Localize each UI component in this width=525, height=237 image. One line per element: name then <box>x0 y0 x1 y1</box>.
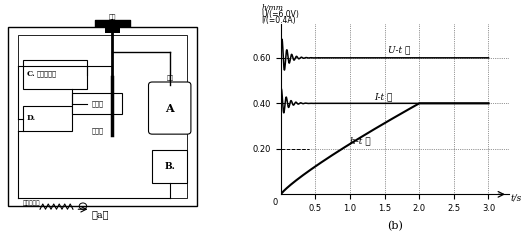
Bar <box>17 35 187 198</box>
Bar <box>23 106 72 131</box>
Bar <box>152 150 187 183</box>
Text: t/s: t/s <box>511 194 522 203</box>
Text: I-t 图: I-t 图 <box>374 92 393 101</box>
Bar <box>105 27 120 33</box>
Text: U-t 图: U-t 图 <box>388 46 411 55</box>
Text: 锤头: 锤头 <box>109 14 116 20</box>
Text: 齿条: 齿条 <box>166 75 173 81</box>
Text: C.: C. <box>26 70 35 78</box>
Text: h/mm: h/mm <box>261 4 284 12</box>
Bar <box>23 60 87 89</box>
Text: 0: 0 <box>272 198 278 207</box>
Text: A: A <box>165 103 174 114</box>
Bar <box>7 27 197 206</box>
Text: U/(=6.0V): U/(=6.0V) <box>261 10 299 19</box>
Text: I/(=0.4A): I/(=0.4A) <box>261 16 296 25</box>
Text: 活动变阻器: 活动变阻器 <box>23 200 40 206</box>
Text: h-t 图: h-t 图 <box>350 137 371 146</box>
Text: 铁架台: 铁架台 <box>91 128 103 134</box>
Bar <box>72 93 122 114</box>
Text: D.: D. <box>26 114 36 123</box>
Text: 计算机: 计算机 <box>91 100 103 107</box>
FancyBboxPatch shape <box>149 82 191 134</box>
Text: B.: B. <box>164 162 175 171</box>
Text: （a）: （a） <box>91 211 109 220</box>
Text: 数据采集器: 数据采集器 <box>36 70 56 77</box>
Text: (b): (b) <box>387 220 403 231</box>
